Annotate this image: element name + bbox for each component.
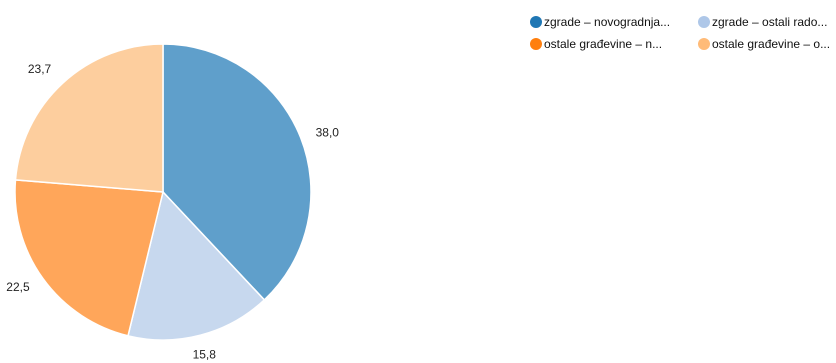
data-label-4: 23,7 <box>28 62 52 76</box>
pie-slice-4[interactable] <box>14 43 164 193</box>
legend: zgrade – novogradnja... zgrade – ostali r… <box>530 15 830 51</box>
legend-marker <box>698 38 710 50</box>
pie-slice-1[interactable] <box>162 43 312 301</box>
legend-item-3[interactable]: ostale građevine – n... <box>530 37 662 51</box>
pie-slice-3[interactable] <box>14 179 164 337</box>
pie-data-labels: 38,0 15,8 22,5 23,7 <box>6 62 339 362</box>
legend-marker <box>530 16 542 28</box>
data-label-2: 15,8 <box>193 348 217 362</box>
pie-slices <box>14 43 312 341</box>
legend-label: zgrade – novogradnja... <box>544 15 670 29</box>
legend-label: ostale građevine – n... <box>544 37 662 51</box>
legend-item-2[interactable]: zgrade – ostali rado... <box>698 15 827 29</box>
legend-marker <box>698 16 710 28</box>
legend-label: zgrade – ostali rado... <box>712 15 827 29</box>
data-label-3: 22,5 <box>6 280 30 294</box>
legend-marker <box>530 38 542 50</box>
pie-slice-2[interactable] <box>127 190 266 341</box>
legend-label: ostale građevine – o... <box>712 37 830 51</box>
legend-item-4[interactable]: ostale građevine – o... <box>698 37 830 51</box>
data-label-1: 38,0 <box>316 125 340 139</box>
legend-item-1[interactable]: zgrade – novogradnja... <box>530 15 670 29</box>
